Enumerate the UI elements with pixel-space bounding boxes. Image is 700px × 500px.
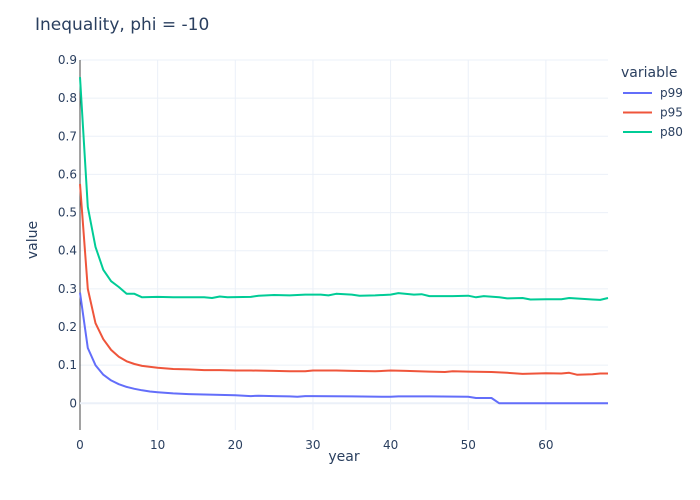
legend-title: variable xyxy=(621,65,677,81)
legend-label-p95: p95 xyxy=(660,106,683,120)
legend-items: p99 p95 p80 xyxy=(623,86,683,139)
x-axis-title: year xyxy=(328,449,359,465)
y-tick-label: 0.3 xyxy=(58,282,77,296)
x-tick-label: 50 xyxy=(461,438,476,452)
y-tick-label: 0 xyxy=(69,396,77,410)
grid xyxy=(79,59,608,430)
chart-title: Inequality, phi = -10 xyxy=(35,15,209,35)
legend: variable p99 p95 p80 xyxy=(621,65,683,139)
y-tick-label: 0.1 xyxy=(58,358,77,372)
x-tick-label: 60 xyxy=(538,438,553,452)
series-line-p95 xyxy=(79,183,608,376)
y-tick-label: 0.2 xyxy=(58,320,77,334)
series-line-p80 xyxy=(79,77,609,301)
y-tick-label: 0.5 xyxy=(58,206,77,220)
x-tick-label: 10 xyxy=(150,438,165,452)
legend-label-p99: p99 xyxy=(660,86,683,100)
x-tick-label: 0 xyxy=(76,438,84,452)
series-line-p99 xyxy=(79,292,608,405)
y-tick-label: 0.4 xyxy=(58,244,77,258)
x-tick-label: 30 xyxy=(305,438,320,452)
series-lines xyxy=(79,77,609,405)
legend-label-p80: p80 xyxy=(660,125,683,139)
y-tick-label: 0.9 xyxy=(58,53,77,67)
x-tick-label: 20 xyxy=(228,438,243,452)
tick-labels: 0 10 20 30 40 50 60 0 0.1 0.2 0.3 0.4 0.5 0.6 0.7 0.8 0.… xyxy=(58,53,554,452)
y-tick-label: 0.7 xyxy=(58,129,77,143)
x-tick-label: 40 xyxy=(383,438,398,452)
y-axis-title: value xyxy=(25,221,41,259)
y-tick-label: 0.6 xyxy=(58,167,77,181)
y-tick-label: 0.8 xyxy=(58,91,77,105)
